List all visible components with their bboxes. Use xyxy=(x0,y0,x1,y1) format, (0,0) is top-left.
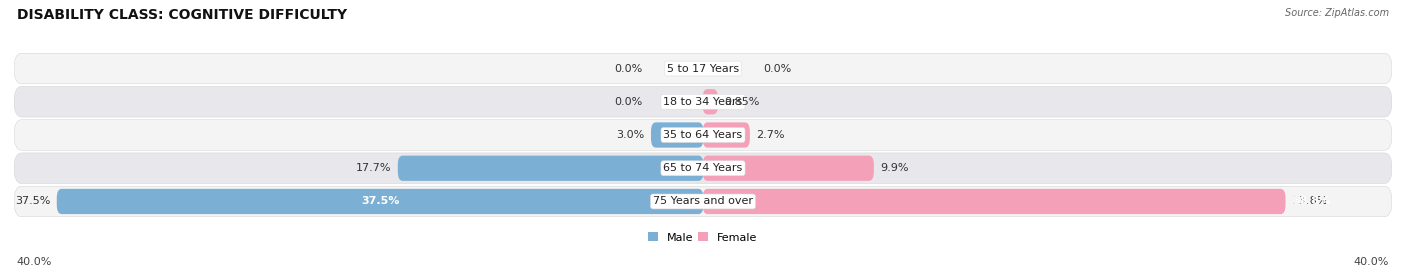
FancyBboxPatch shape xyxy=(14,86,1392,117)
FancyBboxPatch shape xyxy=(398,156,703,181)
FancyBboxPatch shape xyxy=(56,189,703,214)
FancyBboxPatch shape xyxy=(703,89,718,114)
FancyBboxPatch shape xyxy=(703,122,749,148)
FancyBboxPatch shape xyxy=(703,189,1285,214)
FancyBboxPatch shape xyxy=(14,53,1392,84)
Text: 35 to 64 Years: 35 to 64 Years xyxy=(664,130,742,140)
Text: 2.7%: 2.7% xyxy=(756,130,785,140)
FancyBboxPatch shape xyxy=(14,153,1392,184)
FancyBboxPatch shape xyxy=(703,156,875,181)
Text: DISABILITY CLASS: COGNITIVE DIFFICULTY: DISABILITY CLASS: COGNITIVE DIFFICULTY xyxy=(17,8,347,22)
Text: 5 to 17 Years: 5 to 17 Years xyxy=(666,63,740,73)
FancyBboxPatch shape xyxy=(14,120,1392,150)
Text: 75 Years and over: 75 Years and over xyxy=(652,197,754,207)
Text: 65 to 74 Years: 65 to 74 Years xyxy=(664,163,742,173)
Text: 3.0%: 3.0% xyxy=(616,130,644,140)
Text: 40.0%: 40.0% xyxy=(1354,257,1389,267)
Text: 0.0%: 0.0% xyxy=(614,97,643,107)
Text: 0.0%: 0.0% xyxy=(614,63,643,73)
Text: 40.0%: 40.0% xyxy=(17,257,52,267)
Text: 33.8%: 33.8% xyxy=(1292,197,1330,207)
Text: 0.85%: 0.85% xyxy=(724,97,759,107)
Text: 17.7%: 17.7% xyxy=(356,163,391,173)
Text: 37.5%: 37.5% xyxy=(15,197,51,207)
FancyBboxPatch shape xyxy=(14,186,1392,217)
Text: 18 to 34 Years: 18 to 34 Years xyxy=(664,97,742,107)
Text: Source: ZipAtlas.com: Source: ZipAtlas.com xyxy=(1285,8,1389,18)
FancyBboxPatch shape xyxy=(651,122,703,148)
Legend: Male, Female: Male, Female xyxy=(644,228,762,247)
Text: 9.9%: 9.9% xyxy=(880,163,908,173)
Text: 0.0%: 0.0% xyxy=(763,63,792,73)
Text: 37.5%: 37.5% xyxy=(361,197,399,207)
Text: 33.8%: 33.8% xyxy=(1292,197,1327,207)
